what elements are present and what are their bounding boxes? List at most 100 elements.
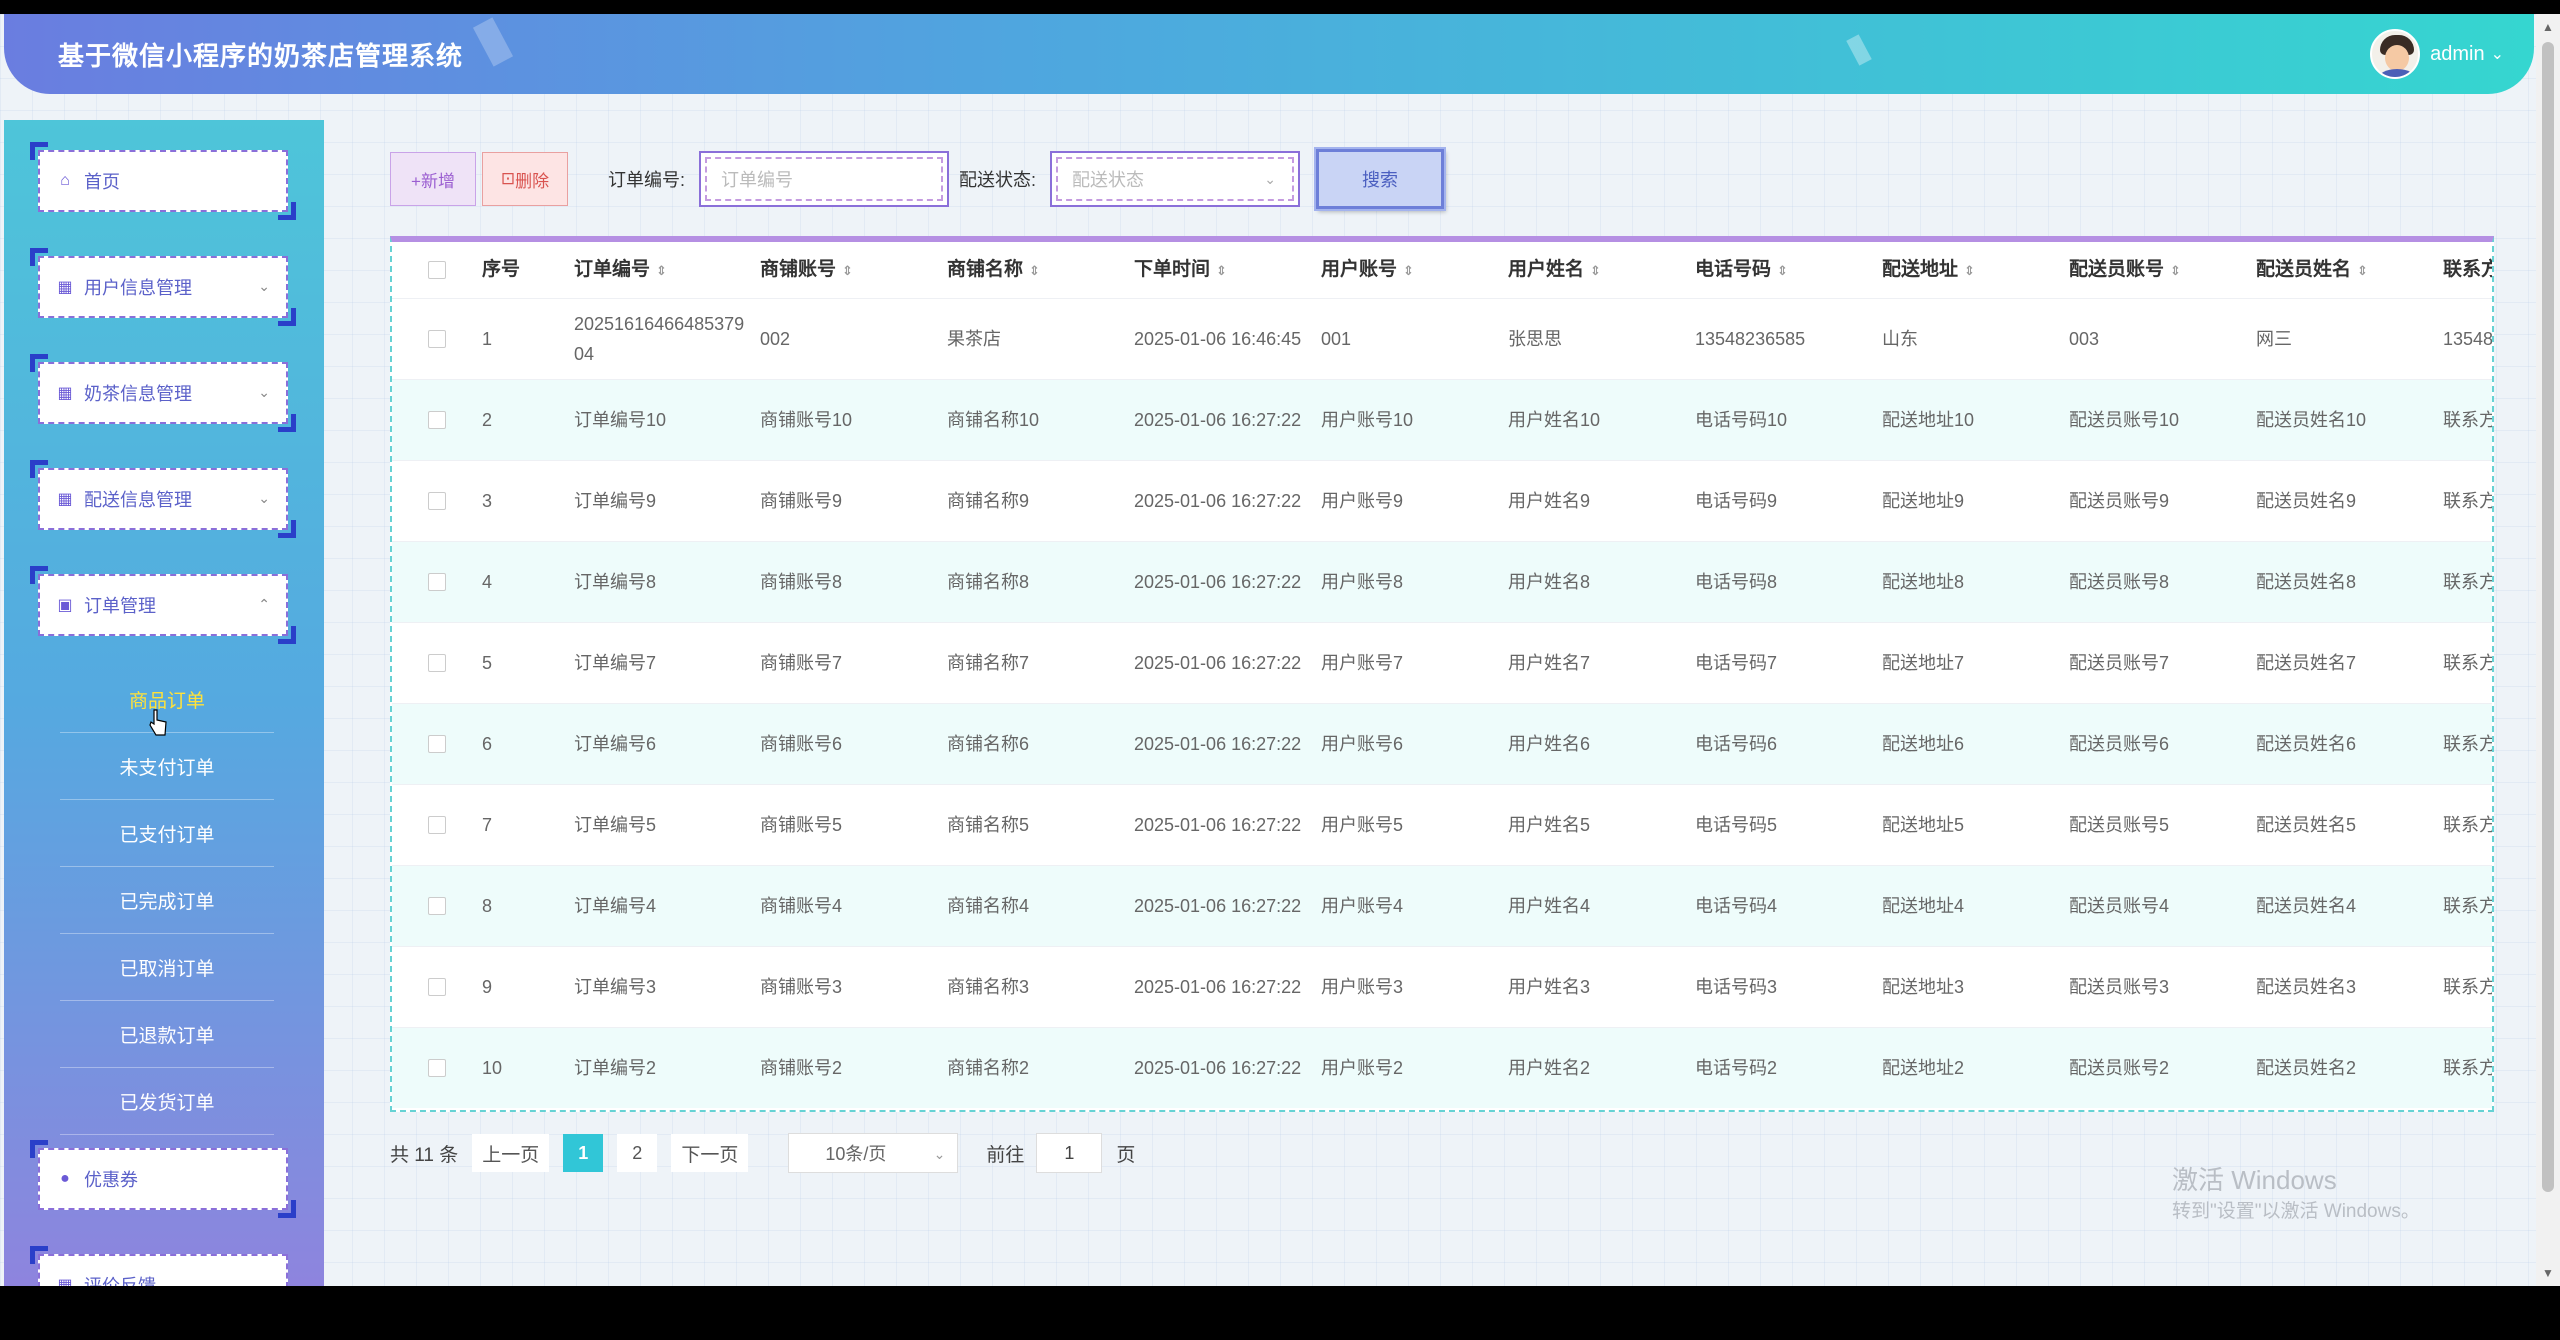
col-phone-cell: 电话号码4 [1695,896,1778,916]
sidebar-item-delivery-info[interactable]: ▦ 配送信息管理 ⌄ [30,460,296,538]
table-row[interactable]: 4 订单编号8 商铺账号8 商铺名称8 2025-01-06 16:27:22 用户账号8… [392,541,2492,622]
page-number[interactable]: 2 [617,1134,658,1172]
chevron-up-icon: ⌃ [258,596,270,612]
col-phone-cell: 13548236585 [1695,329,1806,349]
row-checkbox[interactable] [392,411,482,429]
row-checkbox[interactable] [392,735,482,753]
submenu-item[interactable]: 已取消订单 [60,934,274,1001]
table-row[interactable]: 1 2025161646648537904 002 果茶店 2025-01-06 16:… [392,298,2492,379]
col-index-header[interactable]: 序号 [482,255,574,285]
col-user-name-cell: 张思思 [1508,329,1562,349]
table-row[interactable]: 6 订单编号6 商铺账号6 商铺名称6 2025-01-06 16:27:22 用户账号6… [392,703,2492,784]
sidebar-item-home[interactable]: ⌂ 首页 [30,142,296,220]
sort-icon[interactable]: ⇕ [2357,262,2368,278]
submenu-item[interactable]: 已完成订单 [60,867,274,934]
scroll-up-icon[interactable]: ▲ [2542,20,2554,34]
sidebar-item-label: 评价反馈 [84,1276,156,1286]
sort-icon[interactable]: ⇕ [2170,262,2181,278]
calendar-icon: ▣ [57,597,73,614]
col-order-no-header[interactable]: 订单编号 ⇕ [574,255,760,286]
grid-icon: ▦ [57,385,73,402]
row-checkbox[interactable] [392,897,482,915]
submenu-item[interactable]: 商品订单 [60,666,274,733]
col-courier-name-header[interactable]: 配送员姓名 ⇕ [2256,255,2443,286]
col-order-time-cell: 2025-01-06 16:27:22 [1134,572,1302,592]
sidebar-item-milktea-info[interactable]: ▦ 奶茶信息管理 ⌄ [30,354,296,432]
home-icon: ⌂ [60,172,70,189]
table-row[interactable]: 2 订单编号10 商铺账号10 商铺名称10 2025-01-06 16:27:22 用户… [392,379,2492,460]
sidebar-item-coupons[interactable]: ● 优惠券 [30,1140,296,1218]
col-address-cell: 配送地址8 [1882,572,1965,592]
submenu-item[interactable]: 已发货订单 [60,1068,274,1135]
search-button[interactable]: 搜索 [1314,147,1447,211]
avatar[interactable] [2370,29,2421,79]
select-all-checkbox[interactable] [392,261,482,279]
row-checkbox[interactable] [392,654,482,672]
submenu-item[interactable]: 已支付订单 [60,800,274,867]
sort-icon[interactable]: ⇕ [842,262,853,278]
sort-icon[interactable]: ⇕ [1216,262,1227,278]
row-checkbox[interactable] [392,816,482,834]
page-number[interactable]: 1 [563,1134,604,1172]
col-courier-account-header[interactable]: 配送员账号 ⇕ [2069,255,2256,286]
row-checkbox[interactable] [392,978,482,996]
add-button[interactable]: +新增 [390,152,476,206]
col-user-account-header[interactable]: 用户账号 ⇕ [1321,255,1508,286]
vertical-scrollbar[interactable]: ▲ ▼ [2536,14,2560,1286]
chevron-down-icon[interactable]: ⌄ [2490,46,2504,63]
sort-icon[interactable]: ⇕ [1590,262,1601,278]
sort-icon[interactable]: ⇕ [1403,262,1414,278]
col-courier-account-cell: 配送员账号7 [2069,653,2170,673]
status-select[interactable]: 配送状态 ⌄ [1050,151,1301,207]
delete-button[interactable]: ⊡ 删除 [482,152,568,206]
col-contact-cell: 联系方 [2443,977,2494,997]
col-user-name-header[interactable]: 用户姓名 ⇕ [1508,255,1695,286]
table-row[interactable]: 3 订单编号9 商铺账号9 商铺名称9 2025-01-06 16:27:22 用户账号9… [392,460,2492,541]
table-row[interactable]: 9 订单编号3 商铺账号3 商铺名称3 2025-01-06 16:27:22 用户账号3… [392,946,2494,1027]
status-placeholder: 配送状态 [1072,170,1145,190]
col-user-account-cell: 用户账号9 [1321,491,1404,511]
submenu-item[interactable]: 未支付订单 [60,733,274,800]
col-user-name-cell: 用户姓名4 [1508,896,1591,916]
table-row[interactable]: 5 订单编号7 商铺账号7 商铺名称7 2025-01-06 16:27:22 用户账号7… [392,622,2492,703]
next-page-button[interactable]: 下一页 [671,1134,749,1172]
col-phone-header[interactable]: 电话号码 ⇕ [1695,255,1882,286]
grid-icon: ▦ [57,279,73,296]
col-shop-account-header[interactable]: 商铺账号 ⇕ [760,255,947,286]
row-checkbox[interactable] [392,492,482,510]
col-courier-name-cell: 配送员姓名3 [2256,977,2357,997]
sort-icon[interactable]: ⇕ [1029,262,1040,278]
col-courier-account-cell: 003 [2069,329,2100,349]
col-address-header[interactable]: 配送地址 ⇕ [1882,255,2069,286]
page-size-select[interactable]: 10条/页 ⌄ [788,1133,959,1173]
sort-icon[interactable]: ⇕ [656,262,667,278]
scrollbar-thumb[interactable] [2542,42,2554,1192]
sort-icon[interactable]: ⇕ [1964,262,1975,278]
col-courier-name-cell: 配送员姓名6 [2256,734,2357,754]
sidebar-item-label: 奶茶信息管理 [84,384,192,404]
table-row[interactable]: 7 订单编号5 商铺账号5 商铺名称5 2025-01-06 16:27:22 用户账号5… [392,784,2492,865]
sidebar-item-orders[interactable]: ▣ 订单管理 ⌃ [30,566,296,644]
table-row[interactable]: 8 订单编号4 商铺账号4 商铺名称4 2025-01-06 16:27:22 用户账号4… [392,865,2492,946]
goto-page-input[interactable]: 1 [1036,1133,1103,1173]
sort-icon[interactable]: ⇕ [1777,262,1788,278]
col-shop-name-header[interactable]: 商铺名称 ⇕ [947,255,1134,286]
sidebar-item-feedback[interactable]: ▦ 评价反馈 [30,1246,296,1286]
order-no-input[interactable]: 订单编号 [699,151,950,207]
col-contact-header[interactable]: 联系方 [2443,255,2492,285]
scroll-down-icon[interactable]: ▼ [2542,1266,2554,1280]
column-header-label: 订单编号 [574,258,651,280]
col-courier-account-cell: 配送员账号8 [2069,572,2170,592]
col-order-time-header[interactable]: 下单时间 ⇕ [1134,255,1321,286]
user-name[interactable]: admin [2430,42,2485,65]
trash-icon: ⊡ [500,169,516,188]
row-checkbox[interactable] [392,573,482,591]
row-checkbox[interactable] [392,1059,482,1077]
row-checkbox[interactable] [392,330,482,348]
user-menu[interactable]: admin ⌄ [2370,28,2504,80]
sidebar-item-user-info[interactable]: ▦ 用户信息管理 ⌄ [30,248,296,326]
table-row[interactable]: 10 订单编号2 商铺账号2 商铺名称2 2025-01-06 16:27:22 用户账号… [392,1027,2492,1108]
submenu-item[interactable]: 已退款订单 [60,1001,274,1068]
prev-page-button[interactable]: 上一页 [472,1134,550,1172]
grid-icon: ▦ [57,1277,73,1286]
